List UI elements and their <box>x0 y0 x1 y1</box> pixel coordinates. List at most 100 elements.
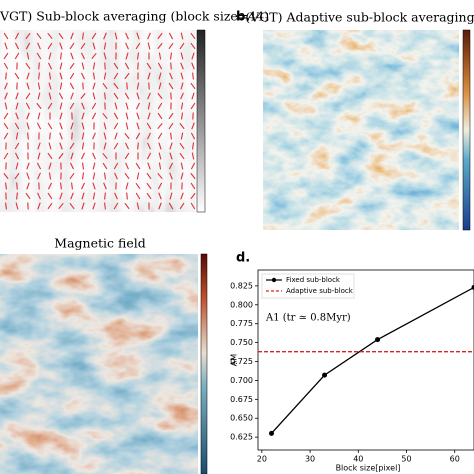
segment <box>124 132 130 140</box>
segment <box>15 102 19 110</box>
y-axis-label: AM <box>230 354 239 366</box>
segment <box>135 42 141 50</box>
segment <box>124 152 130 160</box>
y-tick-label: 0.825 <box>230 281 253 290</box>
segment <box>157 132 163 140</box>
segment <box>91 52 97 60</box>
segment <box>124 62 130 70</box>
segment <box>80 152 86 160</box>
segment <box>190 172 196 180</box>
segment <box>15 202 19 210</box>
segment <box>135 192 141 200</box>
plot-area <box>257 269 474 451</box>
segment <box>125 42 129 50</box>
segment <box>36 52 42 60</box>
segment <box>69 72 75 80</box>
segment <box>48 72 52 80</box>
segment <box>103 32 107 40</box>
segment <box>113 142 119 150</box>
segment <box>125 52 129 60</box>
panel-a: VGT) Sub-block averaging (block size=44) <box>0 9 269 213</box>
segment <box>27 132 29 140</box>
segment <box>113 162 119 170</box>
segment <box>14 122 20 130</box>
segment <box>69 142 75 150</box>
segment <box>191 62 195 70</box>
segment <box>3 112 9 120</box>
segment <box>157 102 163 110</box>
segment <box>59 42 63 50</box>
y-tick-label: 0.775 <box>230 319 253 328</box>
segment <box>113 82 119 90</box>
y-tick-label: 0.700 <box>230 376 253 385</box>
segment <box>81 122 85 130</box>
segment <box>103 182 107 190</box>
segment <box>191 142 195 150</box>
segment <box>37 142 41 150</box>
segment <box>47 182 53 190</box>
segment <box>124 142 130 150</box>
segment <box>113 92 119 100</box>
segment <box>81 202 85 210</box>
segment <box>136 92 140 100</box>
segment <box>36 122 42 130</box>
segment <box>180 192 184 200</box>
segment <box>3 62 9 70</box>
segment <box>104 192 106 200</box>
segment <box>157 172 163 180</box>
segment <box>81 142 85 150</box>
segment <box>59 192 63 200</box>
segment <box>158 152 162 160</box>
segment <box>136 172 140 180</box>
segment <box>69 62 75 70</box>
segment <box>14 152 20 160</box>
segment <box>190 182 196 190</box>
segment <box>3 172 9 180</box>
segment <box>47 42 53 50</box>
segment <box>136 82 140 90</box>
segment <box>114 192 118 200</box>
segment <box>190 82 196 90</box>
panel-c: Magnetic field <box>0 236 208 474</box>
segment <box>157 62 163 70</box>
segment <box>168 122 174 130</box>
segment <box>48 142 52 150</box>
segment <box>125 182 129 190</box>
vector-segments <box>3 32 196 210</box>
segment <box>5 202 7 210</box>
x-axis-label: Block size[pixel] <box>336 464 401 473</box>
segment <box>82 32 84 40</box>
segment <box>47 122 53 130</box>
segment <box>169 172 173 180</box>
segment <box>81 62 85 70</box>
segment <box>146 122 152 130</box>
segment <box>191 92 195 100</box>
segment <box>26 112 30 120</box>
segment <box>169 192 173 200</box>
segment <box>15 162 19 170</box>
segment <box>180 92 184 100</box>
segment <box>137 62 139 70</box>
segment <box>69 162 75 170</box>
segment <box>15 132 19 140</box>
segment <box>70 52 74 60</box>
panel-title: VGT) Sub-block averaging (block size=44) <box>0 9 269 24</box>
segment <box>147 32 151 40</box>
segment <box>190 202 196 210</box>
segment <box>179 122 185 130</box>
segment <box>91 32 97 40</box>
segment <box>69 82 75 90</box>
segment <box>14 32 20 40</box>
segment <box>190 192 196 200</box>
segment <box>136 52 140 60</box>
field-lines <box>0 254 198 474</box>
legend-marker <box>271 277 277 283</box>
segment <box>4 92 8 100</box>
segment <box>59 122 63 130</box>
segment <box>26 162 30 170</box>
segment <box>157 122 163 130</box>
segment <box>47 32 53 40</box>
segment <box>125 162 129 170</box>
segment <box>25 62 31 70</box>
legend-label: Fixed sub-block <box>286 276 341 284</box>
